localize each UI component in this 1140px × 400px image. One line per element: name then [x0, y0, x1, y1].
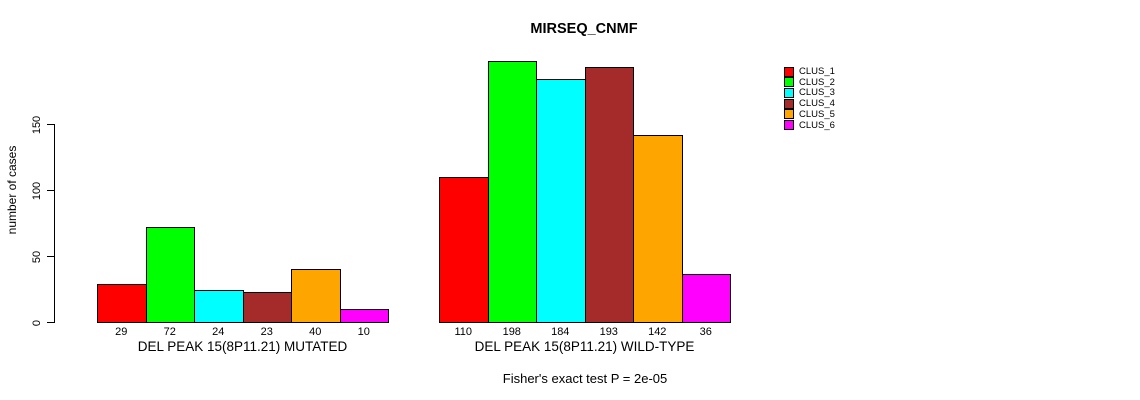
- y-axis-line: [54, 124, 55, 323]
- legend-swatch: [784, 77, 794, 88]
- legend-label: CLUS_2: [799, 76, 835, 88]
- y-axis-tick: [47, 256, 54, 257]
- legend-label: CLUS_3: [799, 87, 835, 99]
- legend-label: CLUS_4: [799, 98, 835, 110]
- bar-value-label: 10: [357, 326, 370, 338]
- bar-value-label: 40: [309, 326, 322, 338]
- group-label: DEL PEAK 15(8P11.21) WILD-TYPE: [474, 339, 695, 354]
- legend-label: CLUS_5: [799, 108, 835, 120]
- chart-title: MIRSEQ_CNMF: [530, 21, 638, 37]
- bar-value-label: 24: [212, 326, 225, 338]
- y-axis-tick: [47, 124, 54, 125]
- bar-clus_5: [291, 269, 341, 323]
- legend-swatch: [784, 66, 794, 77]
- bar-clus_1: [97, 283, 147, 323]
- bar-clus_1: [439, 176, 489, 323]
- bar-value-label: 23: [260, 326, 273, 338]
- bar-value-label: 36: [699, 326, 712, 338]
- bar-value-label: 29: [115, 326, 128, 338]
- y-tick-label: 0: [31, 319, 43, 326]
- y-axis-tick: [47, 322, 54, 323]
- bar-clus_2: [145, 226, 195, 323]
- bar-clus_5: [633, 134, 683, 323]
- y-tick-label: 50: [31, 250, 43, 263]
- legend-item: CLUS_3: [784, 87, 835, 98]
- y-axis-tick: [47, 190, 54, 191]
- bar-value-label: 142: [648, 326, 667, 338]
- legend-item: CLUS_6: [784, 120, 835, 131]
- bar-value-label: 110: [454, 326, 473, 338]
- legend-swatch: [784, 120, 794, 130]
- annotation-text: Fisher's exact test P = 2e-05: [502, 371, 668, 386]
- bar-clus_2: [487, 60, 537, 323]
- bar-clus_6: [339, 308, 389, 323]
- bar-value-label: 72: [163, 326, 176, 338]
- y-axis-label: number of cases: [5, 145, 19, 235]
- legend-item: CLUS_2: [784, 77, 835, 88]
- legend-swatch: [784, 87, 794, 98]
- bar-clus_4: [242, 291, 292, 323]
- legend-swatch: [784, 98, 794, 109]
- y-tick-label: 100: [31, 181, 43, 200]
- legend-label: CLUS_6: [799, 119, 835, 131]
- bar-clus_3: [536, 79, 586, 323]
- legend-item: CLUS_5: [784, 109, 835, 120]
- bar-clus_4: [584, 67, 634, 323]
- bar-clus_3: [194, 290, 244, 323]
- bar-value-label: 193: [599, 326, 618, 338]
- bar-value-label: 198: [502, 326, 521, 338]
- legend-item: CLUS_1: [784, 66, 835, 77]
- legend-item: CLUS_4: [784, 98, 835, 109]
- y-tick-label: 150: [31, 115, 43, 134]
- legend-label: CLUS_1: [799, 66, 835, 77]
- bar-value-label: 184: [551, 326, 570, 338]
- bar-clus_6: [681, 274, 731, 323]
- group-label: DEL PEAK 15(8P11.21) MUTATED: [137, 339, 348, 354]
- legend-swatch: [784, 109, 794, 120]
